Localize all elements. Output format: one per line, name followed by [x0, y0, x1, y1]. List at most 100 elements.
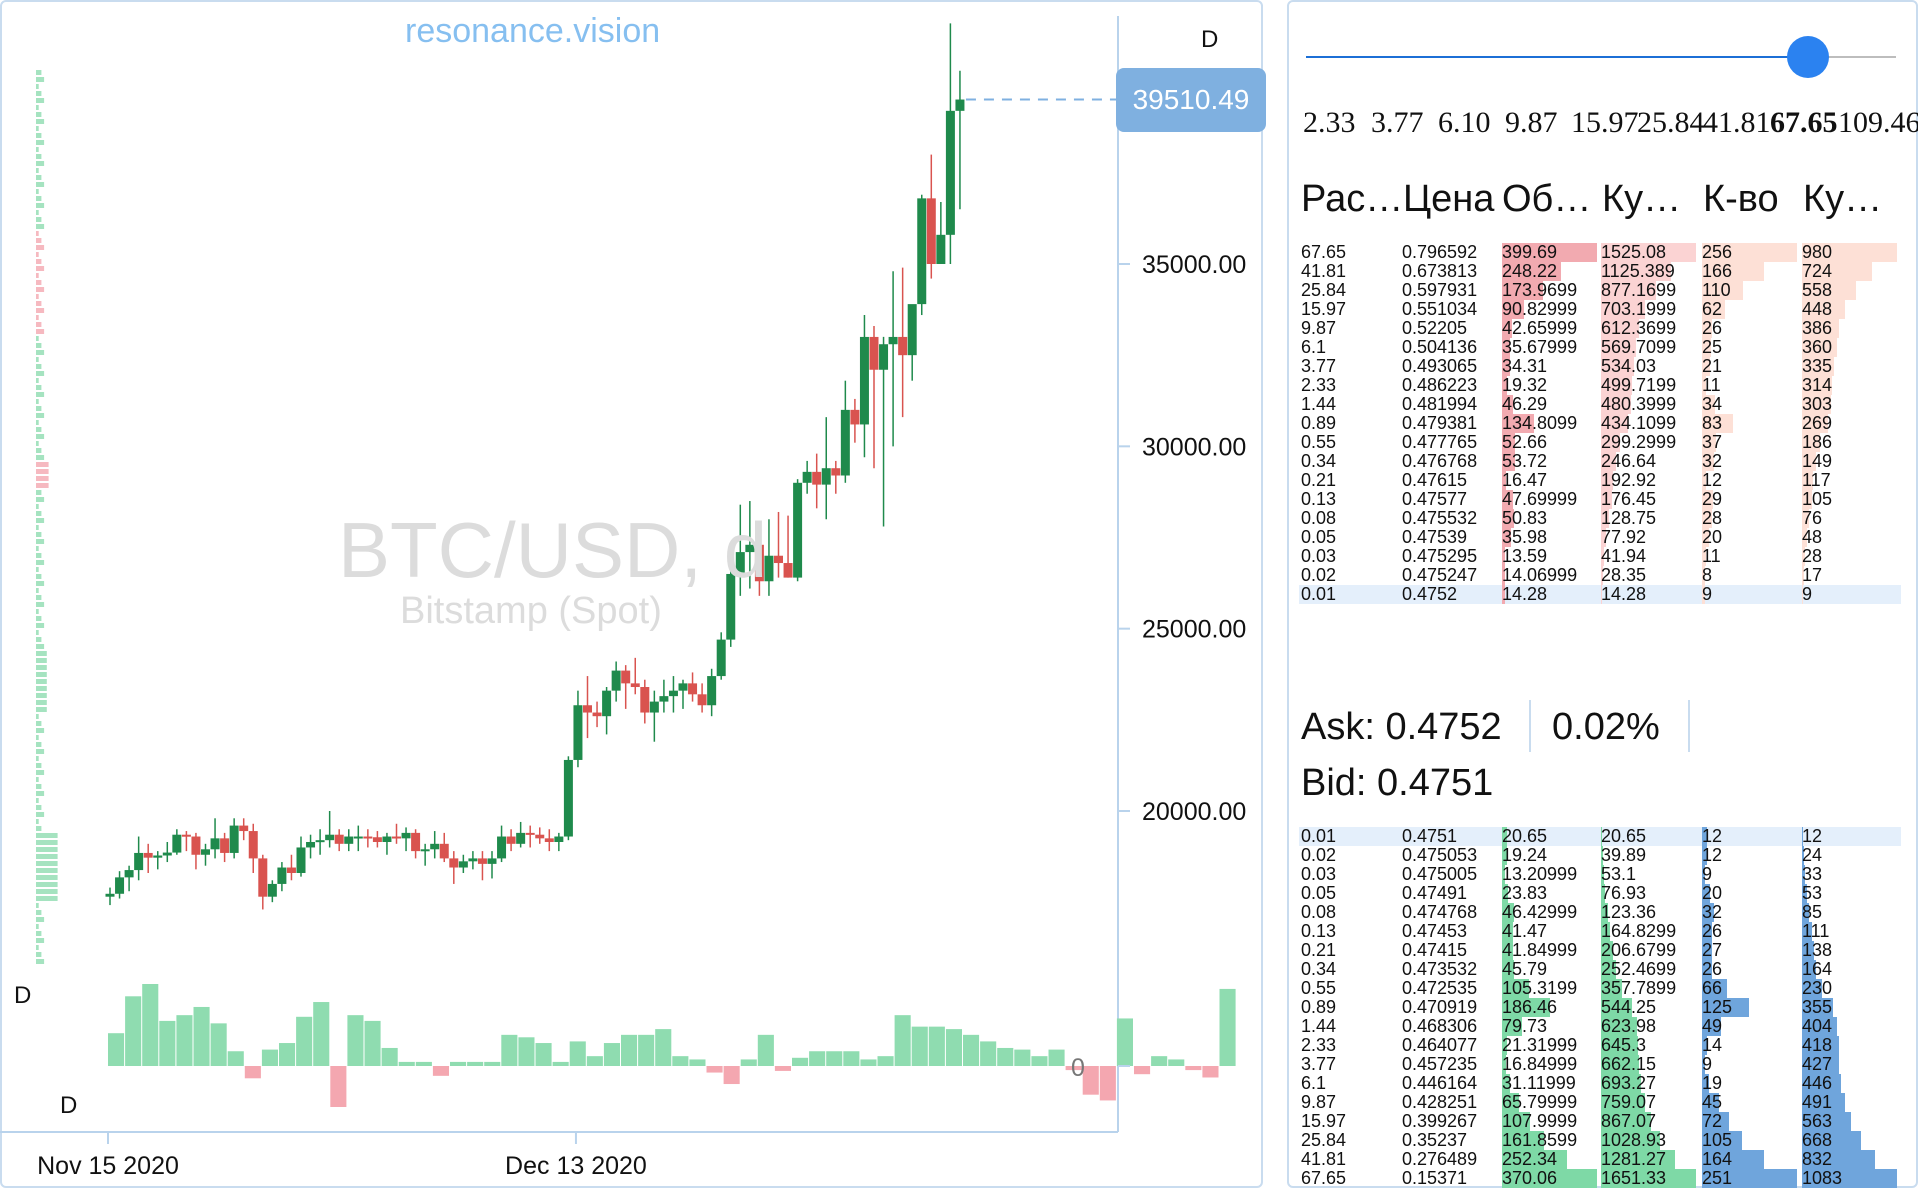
chart-panel[interactable]: [0, 0, 1263, 1188]
timeframe-label-bottom: D: [60, 1092, 78, 1119]
ask-row[interactable]: 0.05 0.47539 35.98 77.92 20 48: [1299, 528, 1901, 547]
volume-profile-bar: [36, 784, 42, 789]
bid-row[interactable]: 2.33 0.464077 21.31999 645.3 14 418: [1299, 1036, 1901, 1055]
bid-row[interactable]: 0.03 0.475005 13.20999 53.1 9 33: [1299, 865, 1901, 884]
depth-scale-value[interactable]: 67.65: [1770, 106, 1838, 139]
volume-profile-bar: [36, 616, 42, 621]
book-cell: 0.399267: [1402, 1111, 1478, 1131]
bid-row[interactable]: 0.05 0.47491 23.83 76.93 20 53: [1299, 884, 1901, 903]
volume-profile-bar: [36, 224, 45, 229]
book-cell: 128.75: [1601, 508, 1657, 528]
book-cell: 27: [1702, 940, 1723, 960]
ask-row[interactable]: 0.55 0.477765 52.66 299.2999 37 186: [1299, 433, 1901, 452]
ask-row[interactable]: 0.89 0.479381 134.8099 434.1099 83 269: [1299, 414, 1901, 433]
depth-bar: [1802, 1055, 1840, 1074]
book-cell: 19.32: [1502, 375, 1548, 395]
bid-row[interactable]: 0.89 0.470919 186.46 544.25 125 355: [1299, 998, 1901, 1017]
ask-row[interactable]: 0.21 0.47615 16.47 192.92 12 117: [1299, 471, 1901, 490]
ask-row[interactable]: 0.03 0.475295 13.59 41.94 11 28: [1299, 547, 1901, 566]
book-cell: 9.87: [1301, 318, 1337, 338]
depth-scale-value[interactable]: 41.81: [1703, 106, 1771, 139]
ask-row[interactable]: 15.97 0.551034 90.82999 703.1999 62 448: [1299, 300, 1901, 319]
bid-row[interactable]: 6.1 0.446164 31.11999 693.27 19 446: [1299, 1074, 1901, 1093]
volume-profile-bar: [36, 714, 39, 719]
ask-row[interactable]: 0.34 0.476768 53.72 246.64 32 149: [1299, 452, 1901, 471]
candle-body: [812, 471, 822, 485]
bid-row[interactable]: 0.01 0.4751 20.65 20.65 12 12: [1299, 827, 1901, 846]
ask-row[interactable]: 1.44 0.481994 46.29 480.3999 34 303: [1299, 395, 1901, 414]
depth-bar: [1601, 528, 1606, 547]
bid-row[interactable]: 67.65 0.15371 370.06 1651.33 251 1083: [1299, 1169, 1901, 1188]
depth-slider[interactable]: [1306, 36, 1896, 78]
ask-row[interactable]: 0.08 0.475532 50.83 128.75 28 76: [1299, 509, 1901, 528]
bid-row[interactable]: 0.08 0.474768 46.42999 123.36 32 85: [1299, 903, 1901, 922]
ask-row[interactable]: 3.77 0.493065 34.31 534.03 21 335: [1299, 357, 1901, 376]
ask-row[interactable]: 67.65 0.796592 399.69 1525.08 256 980: [1299, 243, 1901, 262]
book-cell: 0.03: [1301, 864, 1337, 884]
depth-slider-knob[interactable]: [1786, 36, 1829, 78]
book-column-header[interactable]: Ку…: [1602, 178, 1682, 220]
depth-scale-value[interactable]: 109.46: [1838, 106, 1918, 139]
book-cell: 499.7199: [1601, 375, 1677, 395]
volume-profile-bar: [36, 238, 42, 243]
volume-profile-bar: [36, 441, 39, 446]
bid-row[interactable]: 0.13 0.47453 41.47 164.8299 26 111: [1299, 922, 1901, 941]
depth-bar: [1702, 884, 1710, 903]
bid-row[interactable]: 0.02 0.475053 19.24 39.89 12 24: [1299, 846, 1901, 865]
book-column-header[interactable]: Рас…: [1301, 178, 1404, 220]
watermark-symbol: BTC/USD, d: [338, 506, 768, 594]
volume-bar: [1185, 1066, 1202, 1071]
volume-bar: [740, 1059, 757, 1066]
book-column-header[interactable]: К-во: [1703, 178, 1779, 220]
volume-bar: [774, 1066, 791, 1071]
ask-row[interactable]: 6.1 0.504136 35.67999 569.7099 25 360: [1299, 338, 1901, 357]
book-column-header[interactable]: Ку…: [1803, 178, 1883, 220]
bid-row[interactable]: 0.21 0.47415 41.84999 206.6799 27 138: [1299, 941, 1901, 960]
bid-row[interactable]: 0.55 0.472535 105.3199 357.7899 66 230: [1299, 979, 1901, 998]
candle-body: [907, 304, 917, 356]
ask-row[interactable]: 2.33 0.486223 19.32 499.7199 11 314: [1299, 376, 1901, 395]
depth-bar: [1702, 865, 1706, 884]
depth-scale-value[interactable]: 9.87: [1505, 106, 1558, 139]
price-tick-label: 25000.00: [1142, 616, 1246, 644]
bid-row[interactable]: 41.81 0.276489 252.34 1281.27 164 832: [1299, 1150, 1901, 1169]
book-cell: 47.69999: [1502, 489, 1578, 509]
ask-row[interactable]: 25.84 0.597931 173.9699 877.1699 110 558: [1299, 281, 1901, 300]
volume-bar: [261, 1049, 278, 1066]
depth-bar: [1601, 903, 1609, 922]
ask-row[interactable]: 41.81 0.673813 248.22 1125.389 166 724: [1299, 262, 1901, 281]
asks-table: 67.65 0.796592 399.69 1525.08 256 980 41.81 0.6…: [1299, 243, 1901, 604]
depth-scale-value[interactable]: 2.33: [1303, 106, 1356, 139]
bid-row[interactable]: 25.84 0.35237 161.8599 1028.93 105 668: [1299, 1131, 1901, 1150]
ask-row[interactable]: 0.01 0.4752 14.28 14.28 9 9: [1299, 585, 1901, 604]
ask-row[interactable]: 0.13 0.47577 47.69999 176.45 29 105: [1299, 490, 1901, 509]
depth-scale-value[interactable]: 15.97: [1571, 106, 1639, 139]
bid-row[interactable]: 1.44 0.468306 79.73 623.98 49 404: [1299, 1017, 1901, 1036]
book-cell: 563: [1802, 1111, 1833, 1131]
bid-row[interactable]: 15.97 0.399267 107.9999 867.07 72 563: [1299, 1112, 1901, 1131]
depth-scale-value[interactable]: 6.10: [1438, 106, 1491, 139]
price-chart[interactable]: 35000.00 30000.00 25000.00 20000.00 Nov 15 2…: [0, 0, 1263, 1188]
depth-bar: [1601, 1150, 1675, 1169]
ask-row[interactable]: 9.87 0.52205 42.65999 612.3699 26 386: [1299, 319, 1901, 338]
book-column-header[interactable]: Об…: [1502, 178, 1592, 220]
book-cell: 9.87: [1301, 1092, 1337, 1112]
depth-bar: [1702, 1112, 1730, 1131]
ask-row[interactable]: 0.02 0.475247 14.06999 28.35 8 17: [1299, 566, 1901, 585]
book-column-header[interactable]: Цена: [1403, 178, 1495, 220]
volume-profile-bar: [36, 70, 42, 75]
candle-body: [869, 336, 879, 370]
book-cell: 0.02: [1301, 845, 1337, 865]
depth-bar: [1802, 471, 1814, 490]
brand-logo[interactable]: resonance.vision: [405, 12, 661, 50]
bid-row[interactable]: 3.77 0.457235 16.84999 662.15 9 427: [1299, 1055, 1901, 1074]
book-cell: 28: [1802, 546, 1823, 566]
price-tick-label: 20000.00: [1142, 798, 1246, 826]
bid-row[interactable]: 9.87 0.428251 65.79999 759.07 45 491: [1299, 1093, 1901, 1112]
book-cell: 0.597931: [1402, 280, 1478, 300]
book-cell: 0.13: [1301, 921, 1337, 941]
bid-row[interactable]: 0.34 0.473532 45.79 252.4699 26 164: [1299, 960, 1901, 979]
depth-scale-value[interactable]: 3.77: [1371, 106, 1424, 139]
book-cell: 335: [1802, 356, 1833, 376]
depth-scale-value[interactable]: 25.84: [1637, 106, 1705, 139]
